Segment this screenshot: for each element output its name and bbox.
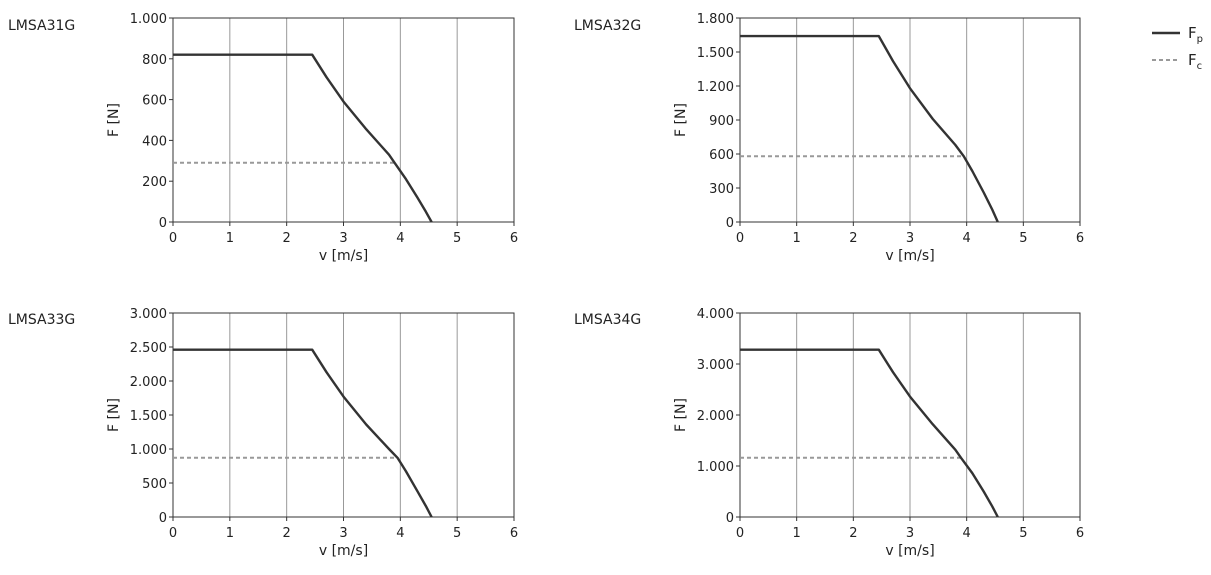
y-tick-label: 0 <box>726 511 734 526</box>
y-axis-label: F [N] <box>106 103 122 137</box>
x-tick-label: 1 <box>793 231 801 246</box>
series-line-fp <box>173 348 433 518</box>
x-axis-label: v [m/s] <box>885 543 934 559</box>
x-tick-label: 0 <box>169 526 177 541</box>
y-tick-label: 800 <box>142 53 167 68</box>
chart-title: LMSA34G <box>574 312 641 328</box>
x-tick-label: 4 <box>963 526 971 541</box>
y-axis-label: F [N] <box>673 103 689 137</box>
y-tick-label: 600 <box>709 148 734 163</box>
x-tick-label: 5 <box>453 231 461 246</box>
x-tick-label: 0 <box>736 526 744 541</box>
series-line-fc <box>740 456 999 518</box>
y-tick-label: 600 <box>142 94 167 109</box>
y-tick-label: 2.000 <box>130 375 167 390</box>
x-tick-label: 4 <box>396 526 404 541</box>
x-tick-label: 5 <box>1019 526 1027 541</box>
y-tick-label: 1.500 <box>130 409 167 424</box>
y-tick-label: 1.000 <box>697 460 734 475</box>
y-tick-label: 300 <box>709 182 734 197</box>
x-tick-label: 5 <box>1019 231 1027 246</box>
y-tick-label: 1.000 <box>130 443 167 458</box>
x-tick-label: 4 <box>963 231 971 246</box>
chart-title: LMSA33G <box>8 312 75 328</box>
y-axis-label: F [N] <box>673 398 689 432</box>
legend-label: Fp <box>1188 24 1203 45</box>
y-tick-label: 200 <box>142 175 167 190</box>
x-tick-label: 2 <box>849 231 857 246</box>
y-tick-label: 900 <box>709 114 734 129</box>
y-tick-label: 1.800 <box>697 12 734 27</box>
y-axis-label: F [N] <box>106 398 122 432</box>
series-line-fp <box>740 348 999 518</box>
y-tick-label: 1.500 <box>697 46 734 61</box>
x-tick-label: 3 <box>906 231 914 246</box>
x-tick-label: 5 <box>453 526 461 541</box>
x-tick-label: 3 <box>906 526 914 541</box>
chart-title: LMSA31G <box>8 18 75 34</box>
chart-panel: LMSA33G 0 500 1.000 1.500 2.000 2.500 3.000 0 1 2 3… <box>8 307 518 559</box>
x-tick-label: 3 <box>339 526 347 541</box>
chart-panel: LMSA32G 0 300 600 900 1.200 1.500 1.800 0 1 2 3 4 5 6 v… <box>574 12 1084 264</box>
x-tick-label: 6 <box>510 526 518 541</box>
x-tick-label: 6 <box>510 231 518 246</box>
y-tick-label: 0 <box>726 216 734 231</box>
x-tick-label: 4 <box>396 231 404 246</box>
x-tick-label: 6 <box>1076 231 1084 246</box>
y-tick-label: 2.000 <box>697 409 734 424</box>
x-tick-label: 6 <box>1076 526 1084 541</box>
y-tick-label: 0 <box>159 216 167 231</box>
x-tick-label: 2 <box>283 231 291 246</box>
x-axis-label: v [m/s] <box>319 248 368 264</box>
y-tick-label: 500 <box>142 477 167 492</box>
legend-label: Fc <box>1188 51 1202 72</box>
chart-panel: LMSA31G 0 200 400 600 800 1.000 0 1 2 3 4 5 6 v [m/s] F… <box>8 12 518 264</box>
y-tick-label: 400 <box>142 134 167 149</box>
x-tick-label: 2 <box>849 526 857 541</box>
series-line-fp <box>173 53 433 223</box>
x-tick-label: 2 <box>283 526 291 541</box>
x-tick-label: 0 <box>169 231 177 246</box>
series-line-fc <box>173 161 433 223</box>
x-axis-label: v [m/s] <box>319 543 368 559</box>
series-line-fp <box>740 34 999 223</box>
x-tick-label: 1 <box>226 526 234 541</box>
x-axis-label: v [m/s] <box>885 248 934 264</box>
y-tick-label: 3.000 <box>130 307 167 322</box>
series-line-fc <box>740 155 999 223</box>
y-tick-label: 3.000 <box>697 358 734 373</box>
x-tick-label: 3 <box>339 231 347 246</box>
legend: Fp Fc <box>1152 24 1203 72</box>
chart-panel: LMSA34G 0 1.000 2.000 3.000 4.000 0 1 2 3 4 5 6 v [m/… <box>574 307 1084 559</box>
y-tick-label: 2.500 <box>130 341 167 356</box>
chart-title: LMSA32G <box>574 18 641 34</box>
series-line-fc <box>173 456 433 518</box>
x-tick-label: 0 <box>736 231 744 246</box>
x-tick-label: 1 <box>793 526 801 541</box>
y-tick-label: 0 <box>159 511 167 526</box>
y-tick-label: 1.000 <box>130 12 167 27</box>
x-tick-label: 1 <box>226 231 234 246</box>
y-tick-label: 4.000 <box>697 307 734 322</box>
y-tick-label: 1.200 <box>697 80 734 95</box>
